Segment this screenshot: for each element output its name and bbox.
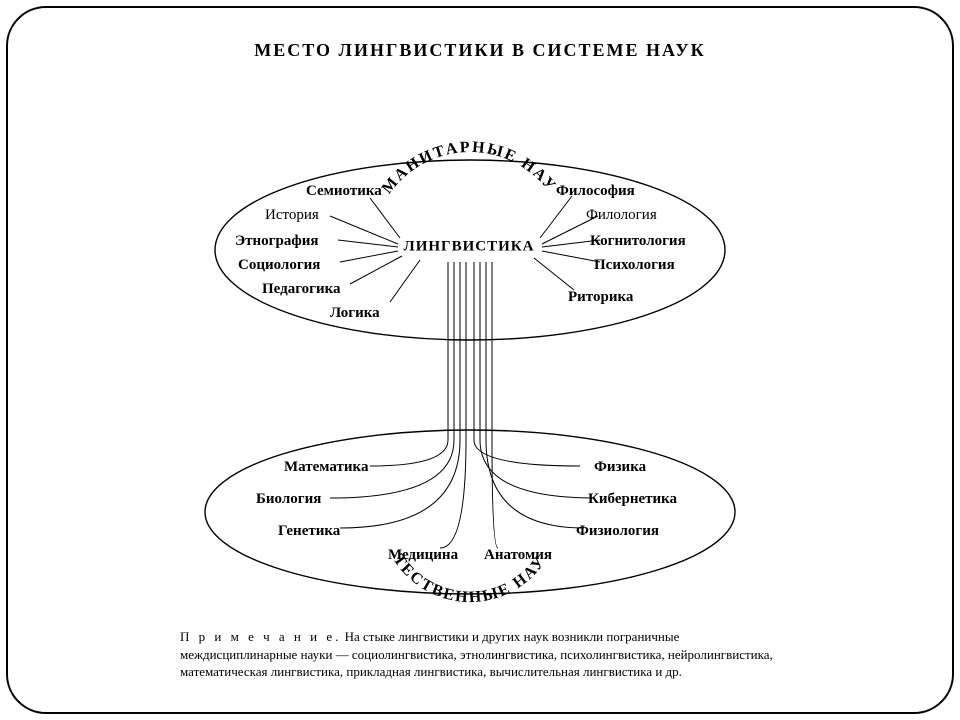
nat-label-7: Анатомия (484, 548, 552, 563)
nat-label-1: Биология (256, 492, 321, 507)
hum-label-9: Психология (594, 258, 675, 273)
hum-label-8: Когнитология (590, 234, 686, 249)
diagram-svg: ГУМАНИТАРНЫЕ НАУКИЕСТЕСТВЕННЫЕ НАУКИ (0, 0, 960, 720)
hum-label-5: Логика (330, 306, 380, 321)
footnote: П р и м е ч а н и е. На стыке лингвистик… (180, 628, 780, 681)
svg-text:ГУМАНИТАРНЫЕ НАУКИ: ГУМАНИТАРНЫЕ НАУКИ (0, 0, 560, 197)
svg-text:ЕСТЕСТВЕННЫЕ НАУКИ: ЕСТЕСТВЕННЫЕ НАУКИ (0, 0, 549, 606)
nat-label-5: Кибернетика (588, 492, 677, 507)
hum-label-1: История (265, 208, 319, 223)
hum-label-3: Социология (238, 258, 320, 273)
hum-label-4: Педагогика (262, 282, 341, 297)
nat-label-3: Медицина (388, 548, 458, 563)
hum-label-10: Риторика (568, 290, 633, 305)
nat-label-2: Генетика (278, 524, 340, 539)
hum-label-6: Философия (556, 184, 635, 199)
nat-label-0: Математика (284, 460, 368, 475)
nat-label-4: Физика (594, 460, 646, 475)
hum-label-2: Этнография (235, 234, 318, 249)
center-node: ЛИНГВИСТИКА (404, 240, 535, 255)
hum-label-7: Филология (586, 208, 657, 223)
nat-label-6: Физиология (576, 524, 659, 539)
hum-label-0: Семиотика (306, 184, 382, 199)
